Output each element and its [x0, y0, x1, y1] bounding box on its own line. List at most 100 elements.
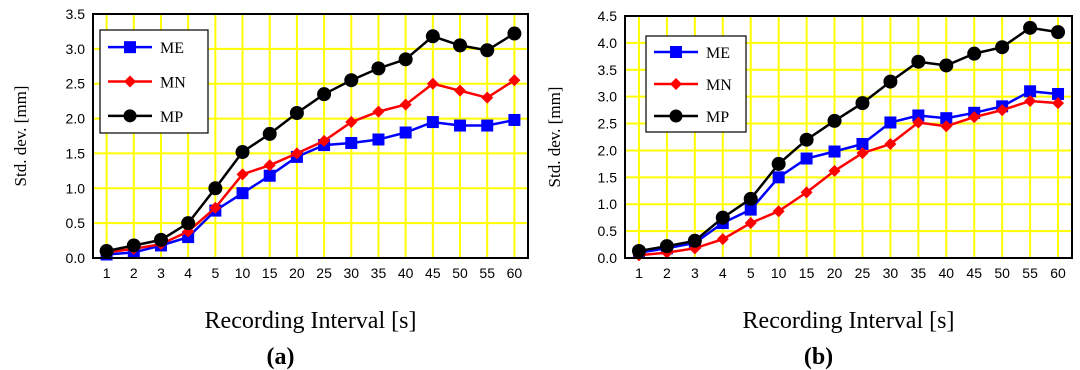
y-tick-label: 1.0	[598, 196, 618, 212]
data-point-mp	[967, 46, 982, 61]
chart-panel-a: 0.0 0.5 1.0 1.5 2.0 2.5 3.0 3.5 1 2 3 4 5 10 15 20 25 30 3…	[11, 6, 529, 370]
data-point-me	[481, 119, 494, 132]
data-point-mn	[996, 104, 1009, 117]
data-point-mn	[716, 233, 729, 246]
data-point-mp	[771, 156, 786, 171]
data-point-mp	[687, 233, 702, 248]
x-tick-label: 30	[343, 265, 359, 281]
chart-b-svg: 0.00.51.01.52.02.53.03.54.04.51 2 3 4 5 10 15 2…	[545, 8, 1073, 370]
x-tick-label: 4	[184, 265, 192, 281]
x-tick-label: 1	[635, 265, 643, 281]
x-tick-label: 15	[799, 265, 815, 281]
data-point-mn	[884, 137, 897, 150]
legend-marker-me	[124, 41, 136, 54]
data-point-mn	[481, 91, 494, 104]
data-point-me	[884, 116, 897, 129]
x-tick-label: 55	[479, 265, 495, 281]
y-tick-label: 2.5	[66, 76, 86, 92]
y-tick-label: 0.0	[598, 250, 618, 266]
data-point-mn	[426, 77, 439, 90]
legend-marker-mp	[123, 109, 137, 123]
data-point-mn	[772, 205, 785, 218]
data-point-mn	[454, 84, 467, 97]
data-point-mn	[263, 159, 276, 172]
data-point-me	[263, 169, 276, 182]
y-tick-label: 3.0	[598, 89, 618, 105]
data-point-me	[454, 119, 467, 132]
series-line-mn	[638, 99, 1059, 257]
data-point-mp	[153, 232, 168, 247]
plot-border	[92, 13, 529, 259]
x-tick-label: 10	[235, 265, 251, 281]
y-tick-label: 4.5	[598, 8, 618, 24]
x-tick-label: 25	[855, 265, 871, 281]
data-point-mp	[715, 210, 730, 225]
y-tick-label: 1.5	[598, 169, 618, 185]
data-point-mp	[827, 113, 842, 128]
legend-label-me: ME	[706, 45, 730, 62]
data-point-mn	[508, 74, 521, 87]
data-point-mn	[940, 120, 953, 133]
data-point-mp	[126, 238, 141, 253]
legend-label-me: ME	[160, 40, 184, 57]
x-tick-label: 1	[103, 265, 111, 281]
data-point-mn	[399, 98, 412, 111]
x-axis-label: Recording Interval [s]	[205, 308, 417, 334]
x-tick-label: 4	[719, 265, 727, 281]
data-point-mp	[289, 105, 304, 120]
data-point-mp	[631, 244, 646, 259]
y-tick-label: 0.5	[66, 215, 86, 231]
data-point-mn	[828, 164, 841, 177]
data-point-me	[940, 112, 953, 125]
x-tick-label: 5	[747, 265, 755, 281]
x-tick-label: 20	[827, 265, 843, 281]
data-point-mn	[968, 111, 981, 124]
data-point-mn	[290, 147, 303, 160]
data-point-mn	[345, 116, 358, 129]
legend-marker-mp	[669, 109, 683, 123]
x-tick-label: 3	[691, 265, 699, 281]
data-point-me	[345, 136, 358, 149]
x-tick-label: 55	[1022, 265, 1038, 281]
legend-marker-mn	[124, 75, 136, 88]
data-point-me	[772, 171, 785, 184]
legend-label-mn: MN	[160, 75, 186, 92]
y-tick-label: 2.5	[598, 116, 618, 132]
data-point-mp	[743, 191, 758, 206]
data-point-me	[800, 152, 813, 165]
data-point-mn	[1024, 94, 1037, 107]
data-point-mp	[939, 58, 954, 73]
data-point-mn	[800, 186, 813, 199]
y-axis-label: Std. dev. [mm]	[11, 86, 30, 187]
y-tick-label: 3.5	[598, 62, 618, 78]
legend-label-mn: MN	[706, 77, 732, 94]
data-point-mp	[883, 74, 898, 89]
data-point-mn	[1052, 97, 1065, 110]
x-tick-label: 45	[425, 265, 441, 281]
data-point-mn	[236, 168, 249, 181]
data-point-me	[744, 203, 757, 216]
data-point-mp	[453, 38, 468, 53]
x-tick-label: 3	[157, 265, 165, 281]
legend-marker-me	[670, 46, 682, 58]
chart-a-svg: 0.00.51.01.52.02.53.03.51 2 3 4 5 10 15 20 25 30 3…	[11, 6, 529, 370]
legend-label-mp: MP	[706, 109, 729, 126]
data-point-mp	[262, 126, 277, 141]
data-point-mp	[208, 181, 223, 196]
data-point-me	[426, 116, 439, 129]
chart-panel-b: 0.0 0.5 1.0 1.5 2.0 2.5 3.0 3.5 4.0 4.5 1 2 3 4 5 10 15 2…	[540, 0, 1080, 370]
data-point-mp	[480, 43, 495, 58]
data-point-mp	[371, 61, 386, 76]
data-point-me	[828, 145, 841, 158]
y-tick-label: 3.0	[66, 41, 86, 57]
x-tick-label: 35	[911, 265, 927, 281]
data-point-mp	[99, 244, 114, 259]
y-tick-label: 4.0	[598, 35, 618, 51]
series-line-mn	[106, 79, 516, 254]
y-tick-label: 1.0	[66, 180, 86, 196]
data-point-mp	[659, 239, 674, 254]
x-tick-label: 45	[966, 265, 982, 281]
y-tick-label: 1.5	[66, 145, 86, 161]
x-tick-label: 2	[130, 265, 138, 281]
x-axis-label: Recording Interval [s]	[743, 308, 955, 334]
